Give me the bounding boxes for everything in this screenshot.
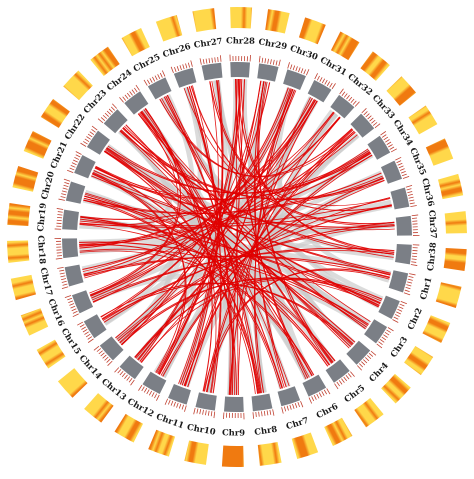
density-band-chr18: [7, 241, 29, 263]
chromosome-band-chr8: [252, 394, 273, 412]
density-band-chr25: [122, 28, 150, 56]
chromosome-label-chr8: Chr8: [254, 424, 278, 437]
density-band-chr10: [184, 440, 208, 464]
density-band-chr4: [381, 374, 411, 404]
chromosome-label-chr25: Chr25: [131, 51, 161, 73]
chromosome-label-chr13: Chr13: [100, 376, 129, 402]
density-band-chr1: [436, 282, 462, 308]
density-band-chr2: [422, 315, 450, 343]
chromosome-band-chr9: [224, 397, 244, 412]
chromosome-label-chr10: Chr10: [186, 422, 216, 437]
highlight-links: [79, 79, 395, 395]
density-band-chr22: [41, 99, 70, 128]
chromosome-band-chr17: [65, 265, 84, 287]
density-band-chr7: [292, 433, 318, 459]
density-band-chr6: [324, 418, 352, 446]
ticks-chr28: [230, 55, 251, 62]
density-band-chr12: [114, 414, 143, 443]
density-band-chr35: [426, 138, 453, 165]
ticks-chr19: [55, 208, 63, 229]
chromosome-band-chr7: [278, 386, 301, 406]
density-band-chr17: [11, 275, 36, 300]
density-band-chr32: [360, 51, 389, 80]
chromosome-label-chr1: Chr1: [418, 276, 434, 301]
density-band-chr24: [90, 47, 119, 76]
chromosome-label-chr7: Chr7: [285, 415, 310, 432]
chromosome-label-chr19: Chr19: [35, 202, 48, 232]
density-band-chr16: [21, 308, 48, 335]
ticks-chr37: [412, 215, 420, 236]
density-band-chr36: [438, 174, 463, 199]
density-band-chr19: [7, 203, 30, 226]
chromosome-label-chr3: Chr3: [388, 334, 409, 359]
density-band-chr28: [230, 7, 252, 28]
chromosome-band-chr11: [168, 384, 191, 405]
density-band-chr27: [192, 8, 216, 32]
chromosome-label-chr29: Chr29: [258, 36, 288, 51]
density-band-chr11: [148, 430, 175, 457]
chromosome-label-chr35: Chr35: [408, 146, 428, 177]
density-band-chr8: [258, 442, 282, 466]
chromosome-band-chr36: [390, 188, 409, 210]
chromosome-label-chr11: Chr11: [155, 411, 186, 430]
chromosome-band-chr26: [174, 68, 197, 88]
chromosome-band-chr37: [396, 216, 412, 236]
ticks-chr38: [411, 245, 419, 266]
chromosome-label-chr26: Chr26: [161, 41, 192, 59]
chromosome-label-chr15: Chr15: [60, 326, 84, 356]
ticks-chr18: [55, 238, 63, 259]
chromosome-band-chr29: [257, 63, 278, 81]
chromosome-label-chr36: Chr36: [420, 177, 436, 208]
chromosome-label-chr18: Chr18: [36, 235, 48, 265]
chromosome-label-chr17: Chr17: [38, 266, 54, 297]
density-band-chr14: [58, 368, 88, 398]
density-band-chr29: [265, 9, 289, 33]
chromosome-label-chr12: Chr12: [126, 396, 156, 419]
chromosome-band-chr1: [389, 270, 408, 292]
chromosome-band-chr16: [72, 290, 93, 313]
density-band-chr5: [354, 398, 383, 427]
density-band-chr26: [156, 15, 182, 41]
chromosome-label-chr31: Chr31: [319, 54, 349, 77]
chromosome-label-chr5: Chr5: [342, 382, 367, 404]
chromosome-band-chr30: [283, 69, 306, 90]
chromosome-band-chr18: [62, 238, 78, 258]
density-band-chr9: [222, 446, 244, 467]
chromosome-label-chr21: Chr21: [48, 140, 69, 170]
chromosome-label-chr20: Chr20: [39, 170, 56, 201]
density-band-chr33: [386, 76, 416, 106]
ticks-chr9: [223, 413, 244, 420]
density-band-chr38: [444, 248, 467, 271]
density-band-chr3: [404, 346, 433, 375]
density-band-chr37: [445, 211, 467, 233]
density-band-chr15: [37, 340, 66, 369]
chromosome-label-chr9: Chr9: [222, 427, 245, 437]
density-band-chr30: [299, 17, 326, 44]
chromosome-band-chr28: [230, 62, 250, 77]
chromosome-label-chr27: Chr27: [193, 36, 223, 50]
chromosome-label-chr16: Chr16: [46, 297, 66, 328]
chromosome-band-chr27: [202, 63, 223, 81]
density-band-chr34: [408, 106, 437, 135]
density-band-chr20: [12, 166, 38, 192]
chromosome-band-chr38: [395, 244, 412, 264]
density-band-chr21: [24, 131, 52, 159]
density-band-chr23: [63, 70, 93, 100]
chromosome-label-chr6: Chr6: [314, 401, 339, 421]
chromosome-band-chr19: [62, 210, 79, 230]
chromosome-label-chr2: Chr2: [405, 306, 424, 331]
chromosome-band-chr20: [66, 182, 85, 204]
chromosome-band-chr10: [195, 392, 216, 410]
density-band-chr13: [84, 393, 113, 422]
chromosome-label-chr4: Chr4: [367, 360, 390, 384]
chromosome-label-chr30: Chr30: [289, 43, 320, 62]
chromosome-label-chr38: Chr38: [425, 242, 438, 272]
density-band-chr31: [331, 32, 360, 61]
chromosome-label-chr28: Chr28: [226, 35, 255, 46]
chromosome-label-chr37: Chr37: [427, 210, 439, 240]
